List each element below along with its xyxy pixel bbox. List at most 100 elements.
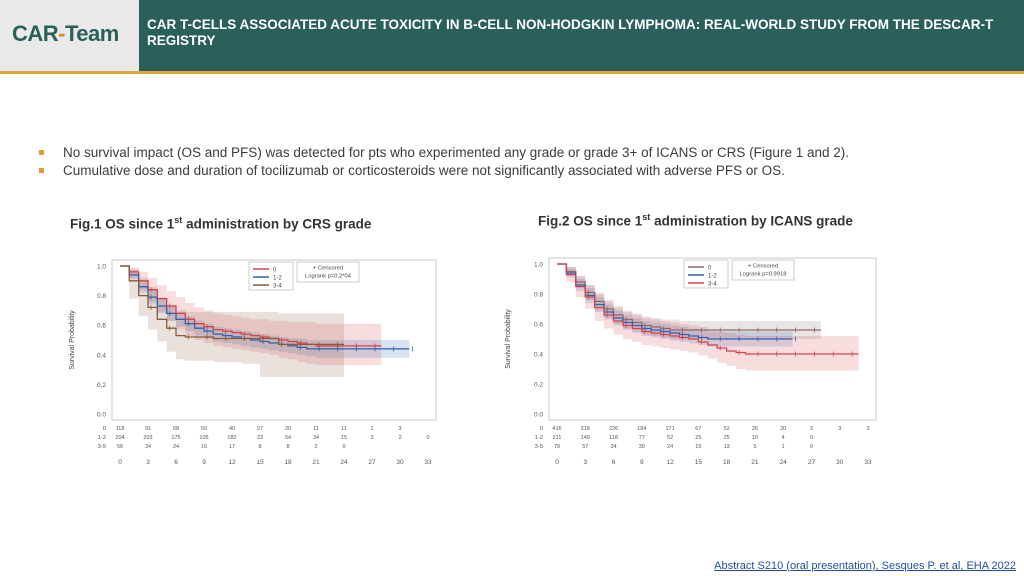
risk-row-label: 1-2 [535, 435, 543, 441]
y-tick-label: 0.2 [97, 382, 106, 389]
legend-box [683, 259, 729, 289]
header-bar: CAR-Team CAR T-CELLS ASSOCIATED ACUTE TO… [0, 0, 1024, 71]
risk-count: 5 [753, 444, 756, 450]
ci-band-0 [120, 266, 382, 366]
y-tick-label: 1.0 [534, 262, 543, 269]
risk-row-label: 0 [540, 426, 543, 432]
risk-count: 57 [582, 444, 588, 450]
annotation-text: + Censored [313, 266, 343, 272]
figure-2-km-chart: 1.0 0.8 0.6 0.4 0.2 0.0 Survival Probability 0 1… [505, 257, 877, 466]
y-tick-label: 1.0 [97, 264, 106, 271]
y-tick-label: 0.4 [97, 352, 106, 359]
risk-count: 118 [609, 435, 618, 441]
legend-box [248, 261, 294, 291]
risk-count: 15 [695, 444, 701, 450]
bullet-marker-icon [39, 150, 44, 155]
risk-count: 3 [810, 426, 813, 432]
car-team-logo: CAR-Team [12, 21, 119, 46]
x-tick-label: 27 [808, 459, 816, 466]
risk-count: 20 [285, 426, 291, 432]
figure-1-title: Fig.1 OS since 1st administration by CRS… [70, 215, 372, 232]
figure-1-km-chart: 1.0 0.8 0.6 0.4 0.2 0.0 Survival Probability 0 1… [69, 259, 437, 466]
risk-count: 56 [117, 444, 123, 450]
risk-count: 27 [257, 426, 263, 432]
annotation-box [731, 259, 795, 281]
risk-count: 1 [370, 426, 373, 432]
x-tick-label: 24 [780, 459, 788, 466]
risk-count: 11 [341, 426, 347, 432]
x-tick-label: 33 [864, 459, 872, 466]
risk-count: 416 [552, 426, 561, 432]
risk-count: 10 [752, 435, 758, 441]
x-tick-label: 3 [583, 459, 587, 466]
risk-count: 25 [695, 435, 701, 441]
risk-row-label: 0 [103, 426, 106, 432]
risk-count: 68 [173, 426, 179, 432]
risk-count: 3 [370, 435, 373, 441]
risk-count: 0 [810, 444, 813, 450]
risk-count: 52 [667, 435, 673, 441]
x-tick-label: 3 [146, 459, 150, 466]
risk-count: 50 [201, 426, 207, 432]
risk-count: 24 [173, 444, 179, 450]
risk-count: 52 [724, 426, 730, 432]
x-tick-label: 9 [640, 459, 644, 466]
x-tick-label: 33 [424, 459, 432, 466]
risk-count: 54 [285, 435, 291, 441]
logo-box: CAR-Team [0, 0, 139, 71]
risk-count: 226 [609, 426, 618, 432]
ci-band-3-4 [120, 266, 344, 377]
legend-label: 1-2 [273, 276, 282, 282]
risk-count: 171 [665, 426, 674, 432]
x-tick-label: 27 [368, 459, 376, 466]
survival-curve-3-4 [120, 265, 344, 346]
x-tick-label: 15 [695, 459, 703, 466]
risk-count: 25 [724, 435, 730, 441]
risk-count: 13 [724, 444, 730, 450]
x-tick-label: 12 [228, 459, 236, 466]
x-tick-label: 12 [666, 459, 674, 466]
x-tick-label: 0 [555, 459, 559, 466]
risk-count: 2 [314, 444, 317, 450]
legend-label: 0 [273, 268, 277, 274]
figure-2-title: Fig.2 OS since 1st administration by ICA… [538, 212, 853, 229]
risk-count: 4 [782, 435, 785, 441]
y-tick-label: 0.2 [534, 382, 543, 389]
risk-count: 1 [782, 444, 785, 450]
risk-count: 3 [398, 426, 401, 432]
risk-count: 34 [610, 444, 616, 450]
y-tick-label: 0.4 [534, 352, 543, 359]
survival-curve-1-2 [120, 265, 410, 350]
risk-count: 203 [143, 435, 152, 441]
bullet-item: Cumulative dose and duration of tocilizu… [38, 162, 998, 180]
bullet-item: No survival impact (OS and PFS) was dete… [38, 144, 998, 162]
page-title: CAR T-CELLS ASSOCIATED ACUTE TOXICITY IN… [147, 17, 994, 48]
x-tick-label: 21 [312, 459, 320, 466]
risk-count: 16 [201, 444, 207, 450]
legend-label: 3-4 [708, 282, 717, 288]
risk-count: 34 [145, 444, 151, 450]
annotation-text: Logrank p=0.9918 [740, 272, 787, 278]
risk-count: 182 [227, 435, 236, 441]
annotation-text: Logrank p=0.2*04 [305, 274, 352, 280]
annotation-text: + Censored [748, 264, 778, 270]
risk-count: 211 [553, 435, 562, 441]
y-tick-label: 0.0 [534, 412, 543, 419]
risk-count: 26 [752, 426, 758, 432]
risk-count: 20 [780, 426, 786, 432]
risk-count: 8 [258, 444, 261, 450]
risk-count: 91 [145, 426, 151, 432]
risk-count: 0 [426, 435, 429, 441]
x-tick-label: 30 [396, 459, 404, 466]
risk-count: 204 [115, 435, 124, 441]
risk-count: 0 [342, 444, 345, 450]
legend-label: 3-4 [273, 284, 282, 290]
reference-link[interactable]: Abstract S210 (oral presentation), Sesqu… [714, 560, 1016, 572]
bullet-list: No survival impact (OS and PFS) was dete… [38, 144, 998, 180]
risk-count: 105 [199, 435, 208, 441]
risk-count: 3 [866, 426, 869, 432]
x-tick-label: 9 [202, 459, 206, 466]
risk-count: 23 [257, 435, 263, 441]
accent-divider [0, 71, 1024, 74]
risk-count: 318 [581, 426, 590, 432]
